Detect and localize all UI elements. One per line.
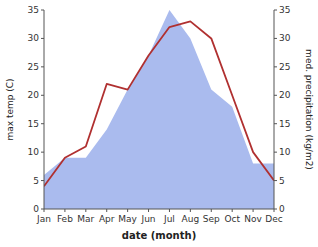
x-tick	[190, 209, 191, 212]
x-tick-label: Oct	[224, 214, 240, 224]
x-tick-label: Jun	[141, 214, 156, 224]
y2-tick	[274, 66, 277, 67]
x-tick	[169, 209, 170, 212]
y-tick	[41, 123, 44, 124]
x-tick-label: Mar	[77, 214, 94, 224]
y2-tick	[274, 10, 277, 11]
y-axis-line	[44, 10, 45, 209]
x-tick-label: Apr	[99, 214, 115, 224]
y2-tick	[274, 209, 277, 210]
y-tick	[41, 10, 44, 11]
y-tick	[41, 95, 44, 96]
y2-tick	[274, 95, 277, 96]
y2-tick-label: 10	[279, 147, 291, 157]
x-tick-label: May	[118, 214, 137, 224]
y-tick	[41, 152, 44, 153]
y-tick-label: 10	[28, 147, 40, 157]
x-tick	[232, 209, 233, 212]
x-tick-label: Dec	[265, 214, 282, 224]
x-tick-label: Jan	[36, 214, 51, 224]
y2-tick	[274, 152, 277, 153]
x-tick	[106, 209, 107, 212]
temperature-line	[44, 21, 274, 186]
y2-tick-label: 0	[279, 204, 285, 214]
x-tick	[64, 209, 65, 212]
y-tick-label: 35	[28, 5, 39, 15]
y2-tick-label: 15	[279, 119, 290, 129]
plot-area	[44, 10, 274, 209]
precipitation-area	[44, 10, 274, 209]
x-axis-label: date (month)	[122, 230, 196, 241]
y-tick	[41, 66, 44, 67]
chart: JanFebMarAprMayJunJulAugSepOctNovDec0510…	[0, 0, 318, 247]
x-tick-label: Jul	[163, 214, 175, 224]
x-tick	[211, 209, 212, 212]
y-tick	[41, 38, 44, 39]
y-tick-label: 20	[28, 90, 40, 100]
x-tick-label: Feb	[57, 214, 73, 224]
y-tick-label: 0	[33, 204, 39, 214]
y2-tick-label: 25	[279, 62, 290, 72]
x-tick-label: Nov	[244, 214, 262, 224]
x-tick	[127, 209, 128, 212]
y2-tick-label: 20	[279, 90, 291, 100]
y2-tick	[274, 38, 277, 39]
x-tick-label: Sep	[203, 214, 220, 224]
y-tick-label: 15	[28, 119, 39, 129]
y2-tick-label: 30	[279, 33, 291, 43]
y-tick	[41, 180, 44, 181]
y2-axis-line	[274, 10, 275, 209]
y-tick-label: 30	[28, 33, 40, 43]
y-tick	[41, 209, 44, 210]
y2-tick	[274, 123, 277, 124]
x-tick-label: Aug	[182, 214, 200, 224]
x-tick	[85, 209, 86, 212]
x-tick	[253, 209, 254, 212]
y-tick-label: 25	[28, 62, 39, 72]
chart-container: JanFebMarAprMayJunJulAugSepOctNovDec0510…	[0, 0, 318, 247]
x-axis-line	[44, 209, 274, 210]
y2-tick-label: 35	[279, 5, 290, 15]
y2-tick-label: 5	[279, 176, 285, 186]
x-tick	[148, 209, 149, 212]
y2-tick	[274, 180, 277, 181]
y2-axis-label: med. precipitation (kg/m2)	[304, 49, 314, 170]
y-axis-label: max temp (C)	[5, 78, 15, 140]
y-tick-label: 5	[33, 176, 39, 186]
